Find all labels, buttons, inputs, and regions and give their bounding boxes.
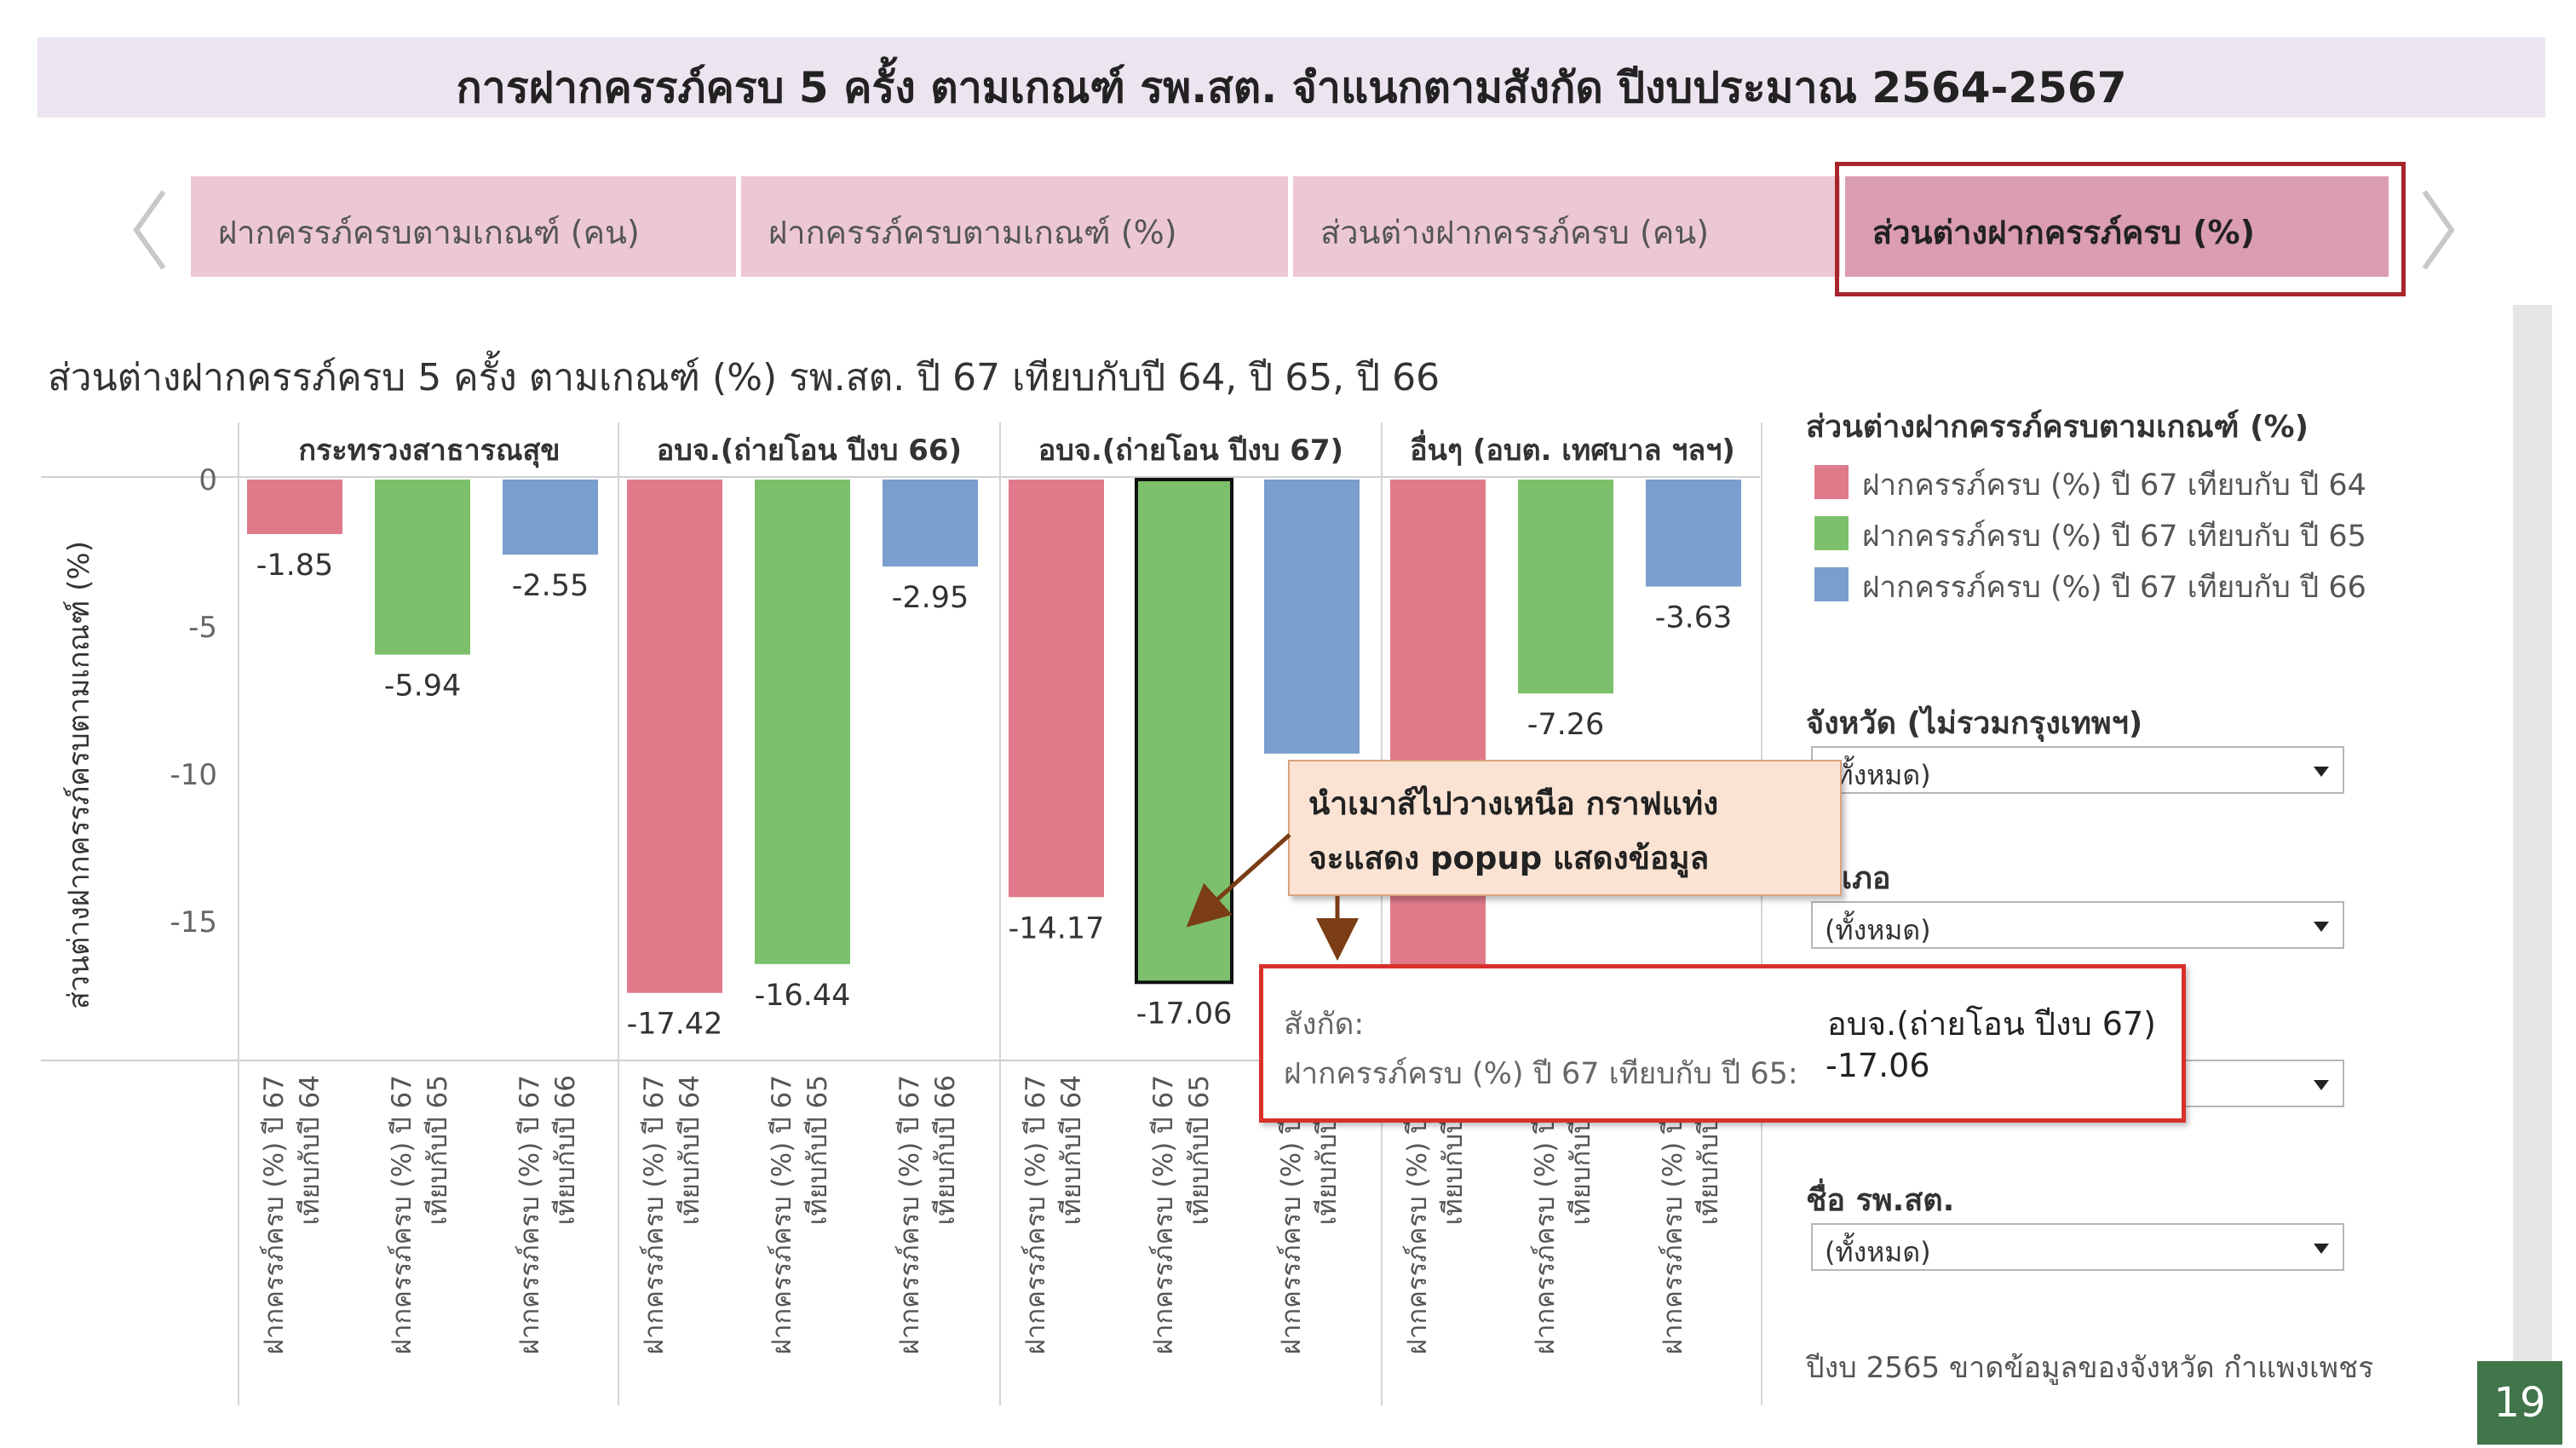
bar-value-label: -1.85 [256,549,334,583]
y-tick-label: -5 [188,611,217,645]
group-header: กระทรวงสาธารณสุข [299,434,561,468]
bar [755,480,850,964]
group-header: อบจ.(ถ่ายโอน ปีงบ 66) [657,433,962,468]
province-dropdown-value: (ทั้งหมด) [1825,759,1931,791]
x-tick-label: ฝากครรภ์ครบ (%) ปี 67 [515,1075,545,1354]
bar-value-label: -7.26 [1527,708,1605,742]
hospital-dropdown[interactable]: (ทั้งหมด) [1811,1223,2344,1271]
x-tick-label: ฝากครรภ์ครบ (%) ปี 67 [1021,1075,1051,1354]
legend-swatch-vs66 [1814,567,1849,601]
x-tick-label: ฝากครรภ์ครบ (%) ปี 67 [894,1075,925,1354]
tooltip-value-diff: -17.06 [1826,1047,1930,1084]
x-tick-label: เทียบกับปี 66 [550,1075,581,1225]
group-header: อบจ.(ถ่ายโอน ปีงบ 67) [1038,433,1343,468]
bar [1518,480,1613,694]
bar-chart: 0 -5 -10 -15 ส่วนต่างฝากครรภ์ครบตามเกณฑ์ (%)… [41,422,1762,1405]
bar [1390,480,1486,1040]
bar [883,480,978,567]
tab-diff-count[interactable]: ส่วนต่างฝากครรภ์ครบ (คน) [1293,176,1840,277]
tooltip-value-affiliation: อบจ.(ถ่ายโอน ปีงบ 67) [1826,1005,2156,1043]
callout-line-2: จะแสดง popup แสดงข้อมูล [1308,840,1710,876]
y-tick-label: -15 [170,905,217,939]
bar [503,480,598,555]
chart-title: ส่วนต่างฝากครรภ์ครบ 5 ครั้ง ตามเกณฑ์ (%)… [48,356,1440,399]
legend-label-vs64: ฝากครรภ์ครบ (%) ปี 67 เทียบกับ ปี 64 [1862,468,2366,503]
y-tick-label: 0 [198,463,217,497]
district-dropdown-value: (ทั้งหมด) [1825,914,1931,946]
bar-value-label: -14.17 [1009,911,1105,945]
chevron-down-icon [2314,1080,2329,1090]
x-tick-label: ฝากครรภ์ครบ (%) ปี 67 [387,1075,417,1354]
bar [1264,480,1360,754]
bar-value-label: -2.55 [512,569,589,603]
group-header: อื่นๆ (อบต. เทศบาล ฯลฯ) [1410,429,1735,468]
chevron-down-icon [2314,767,2329,777]
x-tick-label: เทียบกับปี 65 [423,1075,453,1225]
province-dropdown[interactable]: (ทั้งหมด) [1811,746,2344,794]
filter-label-hospital: ชื่อ รพ.สต. [1806,1183,1955,1218]
bar-value-label: -17.06 [1136,997,1233,1031]
bar-tooltip: สังกัด: อบจ.(ถ่ายโอน ปีงบ 67) ฝากครรภ์คร… [1259,964,2186,1123]
x-tick-label: เทียบกับปี 64 [675,1075,705,1225]
bar-value-label: -3.63 [1655,601,1733,635]
legend-label-vs65: ฝากครรภ์ครบ (%) ปี 67 เทียบกับ ปี 65 [1862,520,2366,554]
vertical-scrollbar[interactable] [2513,305,2552,1412]
chevron-down-icon [2314,1244,2329,1254]
district-dropdown[interactable]: (ทั้งหมด) [1811,901,2344,949]
bar-value-label: -16.44 [755,979,851,1013]
x-tick-label: ฝากครรภ์ครบ (%) ปี 67 [639,1075,670,1354]
legend-swatch-vs64 [1814,465,1849,499]
callout-line-1: นำเมาส์ไปวางเหนือ กราฟแท่ง [1308,785,1719,822]
bar-value-label: -2.95 [892,581,969,615]
tooltip-label-affiliation: สังกัด: [1284,1008,1365,1042]
callout-arrow-to-bar [1186,833,1291,928]
bar-value-label: -17.42 [627,1008,723,1042]
footnote: ปีงบ 2565 ขาดข้อมูลของจังหวัด กำแพงเพชร [1806,1351,2374,1385]
callout-arrows [1186,833,1359,961]
x-tick-label: เทียบกับปี 66 [930,1075,961,1225]
bar [247,480,342,535]
x-tick-label: เทียบกับปี 65 [802,1075,833,1225]
y-tick-label: -10 [170,758,217,792]
bar [627,480,722,993]
page-number: 19 [2477,1361,2562,1445]
bar [1009,480,1104,898]
legend-swatch-vs65 [1814,516,1849,550]
page-title: การฝากครรภ์ครบ 5 ครั้ง ตามเกณฑ์ รพ.สต. จ… [456,63,2127,112]
x-tick-label: ฝากครรภ์ครบ (%) ปี 67 [1148,1075,1179,1354]
legend-title: ส่วนต่างฝากครรภ์ครบตามเกณฑ์ (%) [1806,410,2309,445]
tab-anc-count[interactable]: ฝากครรภ์ครบตามเกณฑ์ (คน) [191,176,736,277]
filter-label-province: จังหวัด (ไม่รวมกรุงเทพฯ) [1806,706,2143,741]
x-tick-label: เทียบกับปี 64 [1056,1075,1087,1225]
x-tick-label: ฝากครรภ์ครบ (%) ปี 67 [259,1075,290,1354]
x-tick-label: เทียบกับปี 65 [1184,1075,1215,1225]
x-tick-label: ฝากครรภ์ครบ (%) ปี 67 [767,1075,797,1354]
chevron-right-icon[interactable] [2412,183,2464,277]
chevron-left-icon[interactable] [124,183,175,277]
tab-diff-percent[interactable]: ส่วนต่างฝากครรภ์ครบ (%) [1845,176,2389,277]
tooltip-label-diff: ฝากครรภ์ครบ (%) ปี 67 เทียบกับ ปี 65: [1284,1057,1798,1091]
y-axis-title: ส่วนต่างฝากครรภ์ครบตามเกณฑ์ (%) [62,541,96,1009]
title-bar: การฝากครรภ์ครบ 5 ครั้ง ตามเกณฑ์ รพ.สต. จ… [37,37,2545,118]
chevron-down-icon [2314,922,2329,932]
hover-hint-callout: นำเมาส์ไปวางเหนือ กราฟแท่ง จะแสดง popup … [1288,760,1842,896]
bar [375,480,470,655]
active-tab-highlight [1835,162,2406,296]
x-tick-label: เทียบกับปี 64 [295,1075,325,1225]
legend-label-vs66: ฝากครรภ์ครบ (%) ปี 67 เทียบกับ ปี 66 [1862,571,2366,605]
hospital-dropdown-value: (ทั้งหมด) [1825,1236,1931,1268]
tab-anc-percent[interactable]: ฝากครรภ์ครบตามเกณฑ์ (%) [741,176,1288,277]
bar [1646,480,1741,587]
bar-value-label: -5.94 [384,669,462,704]
